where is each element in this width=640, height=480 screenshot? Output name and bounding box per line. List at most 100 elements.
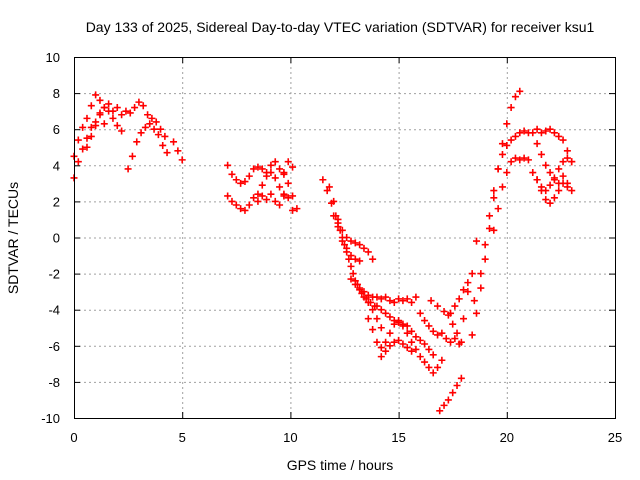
data-point — [390, 298, 398, 306]
data-point — [546, 169, 554, 177]
data-point — [434, 363, 442, 371]
y-tick-label: 6 — [53, 122, 60, 137]
data-point — [237, 179, 245, 187]
x-tick-label: 5 — [179, 430, 186, 445]
data-point — [159, 141, 167, 149]
data-point — [79, 123, 87, 131]
data-point — [429, 351, 437, 359]
data-point — [473, 237, 481, 245]
data-point — [490, 194, 498, 202]
data-point — [245, 172, 253, 180]
data-point — [100, 104, 108, 112]
data-point — [267, 161, 275, 169]
data-point — [395, 295, 403, 303]
data-point — [347, 262, 355, 270]
series-slope-d — [347, 275, 420, 306]
data-point — [542, 161, 550, 169]
data-point — [79, 145, 87, 153]
data-point — [464, 288, 472, 296]
data-point — [421, 358, 429, 366]
data-point — [555, 187, 563, 195]
data-point — [377, 306, 385, 314]
data-point — [364, 315, 372, 323]
x-tick-label: 20 — [500, 430, 514, 445]
data-point — [546, 199, 554, 207]
data-point — [563, 183, 571, 191]
data-point — [563, 154, 571, 162]
data-point — [546, 181, 554, 189]
data-point — [141, 123, 149, 131]
data-point — [533, 140, 541, 148]
data-point — [250, 165, 258, 173]
data-point — [524, 156, 532, 164]
data-point — [390, 317, 398, 325]
data-point — [83, 114, 91, 122]
data-point — [537, 183, 545, 191]
data-point — [421, 340, 429, 348]
data-point — [224, 192, 232, 200]
y-tick-label: 10 — [46, 50, 60, 65]
data-point — [341, 241, 348, 249]
data-point — [349, 270, 357, 278]
data-point — [377, 324, 385, 332]
data-point — [434, 302, 442, 310]
data-point — [289, 206, 297, 214]
data-point — [83, 134, 91, 142]
x-axis-label: GPS time / hours — [287, 457, 394, 473]
data-point — [403, 329, 411, 337]
data-point — [440, 308, 448, 316]
data-point — [105, 107, 113, 115]
data-point — [263, 196, 271, 204]
data-point — [399, 340, 407, 348]
data-point — [113, 122, 121, 130]
data-point — [224, 161, 232, 169]
series-mid-c — [254, 169, 288, 200]
y-tick-label: -8 — [48, 375, 60, 390]
data-point — [369, 306, 377, 314]
data-point — [555, 165, 563, 173]
data-point — [537, 150, 545, 158]
data-point — [360, 244, 368, 252]
data-point — [447, 309, 455, 317]
data-point — [325, 183, 333, 191]
data-point — [429, 327, 437, 335]
data-point — [87, 102, 95, 110]
data-point — [135, 98, 143, 106]
data-point — [334, 223, 342, 231]
series-low-c — [377, 336, 416, 361]
data-point — [237, 205, 245, 213]
data-point — [232, 201, 240, 209]
data-point — [96, 96, 104, 104]
data-point — [460, 315, 468, 323]
data-point — [351, 239, 359, 247]
data-point — [386, 297, 394, 305]
data-point — [343, 244, 351, 252]
data-point — [228, 170, 236, 178]
data-point — [345, 255, 353, 263]
data-point — [457, 338, 465, 346]
data-point — [263, 172, 271, 180]
data-points — [70, 87, 576, 415]
data-point — [447, 338, 455, 346]
y-tick-label: 4 — [53, 158, 60, 173]
y-tick-label: 0 — [53, 231, 60, 246]
data-point — [490, 226, 498, 234]
data-point — [131, 104, 139, 112]
data-point — [254, 190, 262, 198]
data-point — [485, 224, 493, 232]
data-point — [542, 196, 550, 204]
data-point — [425, 363, 433, 371]
data-point — [228, 197, 236, 205]
data-point — [416, 336, 424, 344]
data-point — [245, 201, 253, 209]
data-point — [438, 329, 446, 337]
data-point — [434, 331, 442, 339]
data-point — [533, 176, 541, 184]
data-point — [113, 104, 121, 112]
data-point — [139, 102, 147, 110]
data-point — [373, 293, 381, 301]
data-point — [100, 120, 108, 128]
data-point — [399, 297, 407, 305]
data-point — [174, 147, 182, 155]
series-slope-a — [319, 176, 379, 310]
